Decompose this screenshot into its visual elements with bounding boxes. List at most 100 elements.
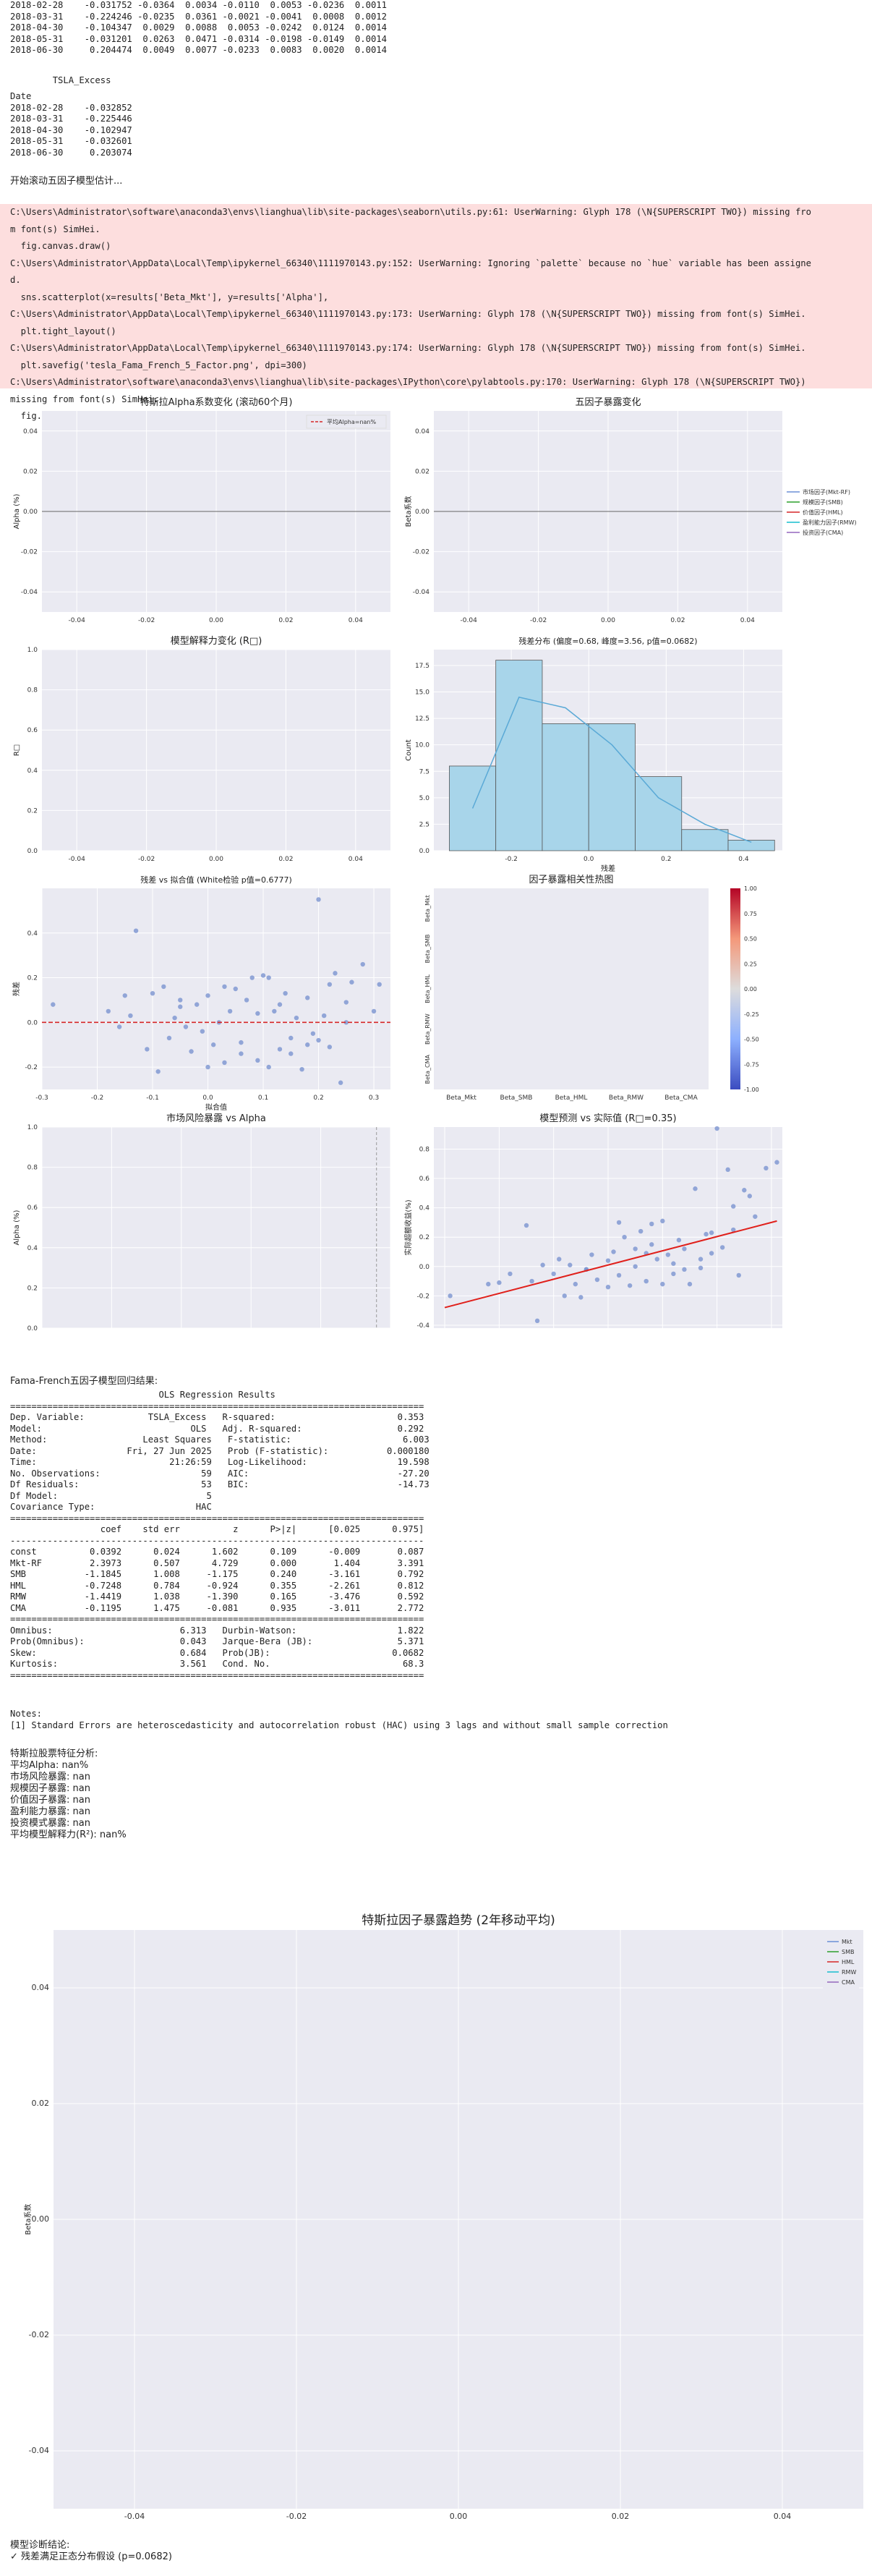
y-tick-label: 0.4 xyxy=(27,768,38,775)
ols-line: Df Model: 5 xyxy=(10,1490,429,1501)
y-axis-label: 残差 xyxy=(12,982,21,996)
scatter-point xyxy=(155,1069,161,1074)
scatter-point xyxy=(638,1228,644,1234)
excess-row: 2018-02-28 -0.032852 xyxy=(10,102,132,113)
y-tick-label: 0.8 xyxy=(27,1165,38,1172)
scatter-point xyxy=(272,1008,277,1014)
warning-line: d. xyxy=(10,275,21,285)
scatter-point xyxy=(644,1278,649,1284)
heatmap-row-label: Beta_SMB xyxy=(424,934,431,963)
x-tick-label: -0.04 xyxy=(69,617,86,624)
scatter-point xyxy=(277,1002,283,1007)
y-tick-label: 0.04 xyxy=(23,428,38,435)
heatmap-row-label: Beta_Mkt xyxy=(424,895,431,922)
histogram-bar xyxy=(495,660,543,851)
legend: Mkt SMB HML RMW CMA xyxy=(823,1934,859,1989)
legend-box xyxy=(306,415,387,429)
scatter-point xyxy=(205,993,210,998)
y-tick-label: 0.4 xyxy=(419,1205,430,1212)
scatter-point xyxy=(578,1295,584,1300)
notes-text: [1] Standard Errors are heteroscedastici… xyxy=(10,1720,668,1730)
y-tick-label: 0.04 xyxy=(32,1983,50,1992)
x-tick-label: -0.02 xyxy=(286,2512,307,2521)
scatter-point xyxy=(665,1252,671,1257)
factor-trend-figure: -0.04 -0.02 0.00 0.02 0.04 0.04 0.02 0.00 -0.02 -… xyxy=(0,1910,872,2539)
ols-line: Method: Least Squares F-statistic: 6.003 xyxy=(10,1434,429,1445)
legend-label: RMW xyxy=(842,1969,856,1976)
scatter-point xyxy=(299,1067,304,1072)
legend-label: 规模因子(SMB) xyxy=(803,498,843,506)
scatter-point xyxy=(719,1245,725,1250)
scatter-point xyxy=(305,1042,310,1047)
scatter-point xyxy=(774,1160,779,1165)
ols-line: Time: 21:26:59 Log-Likelihood: 19.598 xyxy=(10,1457,429,1467)
scatter-point xyxy=(682,1246,687,1251)
stderr-warning-box: C:\Users\Administrator\software\anaconda… xyxy=(0,204,872,421)
y-axis-label: Beta系数 xyxy=(403,496,413,527)
legend-label: 平均Alpha=nan% xyxy=(327,418,376,425)
scatter-point xyxy=(255,1058,260,1063)
y-tick-label: 0.2 xyxy=(27,807,38,815)
scatter-point xyxy=(145,1047,150,1052)
regression-header: Fama-French五因子模型回归结果: xyxy=(10,1376,158,1387)
x-tick-label: 0.02 xyxy=(670,617,685,624)
scatter-point xyxy=(622,1234,627,1240)
heatmap-row-label: Beta_RMW xyxy=(424,1013,431,1045)
scatter-point xyxy=(189,1049,194,1054)
ols-line: CMA -0.1195 1.475 -0.081 0.935 -3.011 2.… xyxy=(10,1602,424,1613)
scatter-point xyxy=(316,1037,321,1043)
y-tick-label: 0.2 xyxy=(419,1234,429,1241)
notes-label: Notes: xyxy=(10,1709,43,1719)
ols-line: ----------------------------------------… xyxy=(10,1535,424,1546)
x-axis-label: 残差 xyxy=(601,864,615,873)
scatter-point xyxy=(753,1214,758,1219)
factor-trend-svg: -0.04 -0.02 0.00 0.02 0.04 0.04 0.02 0.00 -0.02 -… xyxy=(23,1913,863,2521)
scatter-point xyxy=(486,1281,491,1287)
scatter-point xyxy=(594,1277,600,1283)
factor-data-row: 2018-04-30 -0.104347 0.0029 0.0088 0.005… xyxy=(10,22,387,33)
y-axis-label: Alpha (%) xyxy=(13,1210,21,1245)
y-tick-label: 0.00 xyxy=(32,2214,50,2224)
ols-line: ========================================… xyxy=(10,1513,424,1523)
pred-actual-panel: -0.3-0.2-0.10.00.10.20.30.80.60.40.20.0-… xyxy=(403,1113,782,1330)
y-tick-label: -0.2 xyxy=(416,1293,429,1300)
scatter-point xyxy=(333,971,338,976)
x-tick-label: 0.4 xyxy=(738,856,749,863)
excess-row: 2018-06-30 0.203074 xyxy=(10,147,132,158)
histogram-bar xyxy=(635,776,683,851)
ols-line: Omnibus: 6.313 Durbin-Watson: 1.822 xyxy=(10,1625,424,1636)
ols-line: Covariance Type: HAC xyxy=(10,1502,429,1512)
scatter-point xyxy=(371,1008,377,1014)
scatter-point xyxy=(360,961,365,967)
scatter-point xyxy=(239,1040,244,1045)
axes-title: 残差分布 (偏度=0.68, 峰度=3.56, p值=0.0682) xyxy=(518,636,697,646)
scatter-point xyxy=(266,1064,271,1070)
scatter-point xyxy=(742,1188,747,1193)
r2-panel: -0.04 -0.02 0.00 0.02 0.04 1.0 0.8 0.6 0.4 0.2 0.0… xyxy=(13,635,390,863)
x-tick-label: 0.2 xyxy=(313,1094,323,1102)
rolling-start-text: 开始滚动五因子模型估计... xyxy=(10,176,123,187)
heatmap-row-label: Beta_HML xyxy=(424,974,431,1003)
scatter-point xyxy=(227,1008,233,1014)
warning-line: fig.canvas.draw() xyxy=(10,241,111,251)
scatter-point xyxy=(343,1000,349,1005)
ols-line: const 0.0392 0.024 1.602 0.109 -0.009 0.… xyxy=(10,1547,424,1557)
scatter-point xyxy=(222,1060,227,1066)
scatter-point xyxy=(682,1267,687,1272)
x-tick-label: -0.1 xyxy=(146,1094,159,1102)
plot-area xyxy=(42,888,390,1089)
y-tick-label: 0.00 xyxy=(23,509,38,516)
ols-line: ========================================… xyxy=(10,1670,424,1680)
y-tick-label: -0.2 xyxy=(25,1064,38,1071)
scatter-point xyxy=(239,1051,244,1056)
y-tick-label: -0.02 xyxy=(413,549,429,556)
heatmap-row-label: Beta_CMA xyxy=(424,1054,431,1084)
feature-summary: 特斯拉股票特征分析: 平均Alpha: nan% 市场风险暴露: nan 规模因子暴露… xyxy=(10,1748,668,1841)
y-tick-label: 10.0 xyxy=(415,742,429,749)
y-axis-label: Count xyxy=(405,739,413,761)
warning-line: sns.scatterplot(x=results['Beta_Mkt'], y… xyxy=(10,292,329,302)
regression-output: Fama-French五因子模型回归结果: OLS Regression Res… xyxy=(10,1373,668,1841)
scatter-point xyxy=(698,1257,704,1262)
scatter-point xyxy=(654,1257,659,1262)
axes-title: 五因子暴露变化 xyxy=(575,396,641,408)
